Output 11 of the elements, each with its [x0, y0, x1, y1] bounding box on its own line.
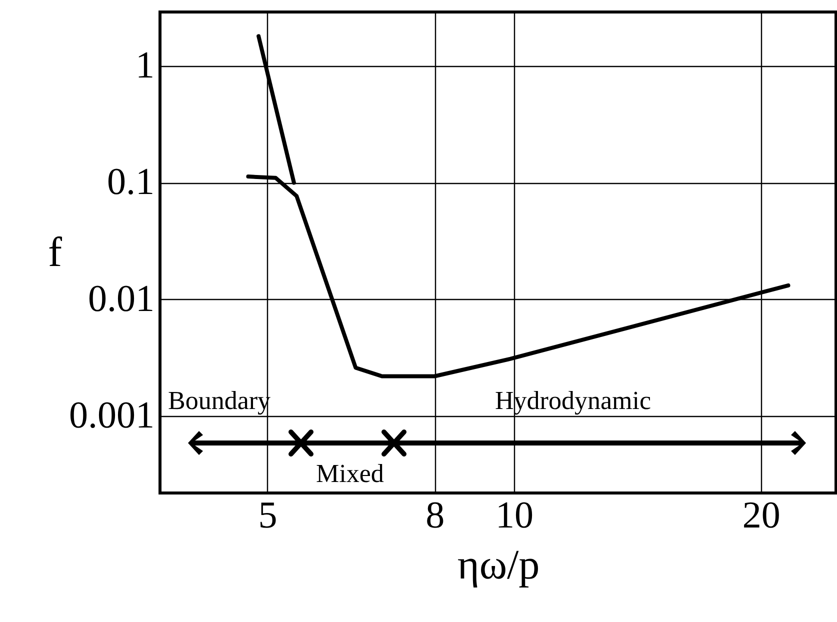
y-tick-label: 0.001	[69, 394, 154, 437]
x-axis-title: ηω/p	[457, 542, 540, 588]
y-tick-label: 0.1	[107, 161, 154, 204]
annotation: Mixed	[316, 459, 384, 488]
x-tick-label: 8	[426, 494, 445, 536]
y-tick-label: 1	[136, 44, 154, 86]
x-tick-label: 20	[742, 494, 780, 536]
y-axis-title: f	[48, 230, 62, 276]
y-tick-label: 0.01	[88, 278, 154, 320]
x-tick-label: 5	[258, 494, 278, 536]
x-tick-label: 10	[496, 494, 534, 536]
